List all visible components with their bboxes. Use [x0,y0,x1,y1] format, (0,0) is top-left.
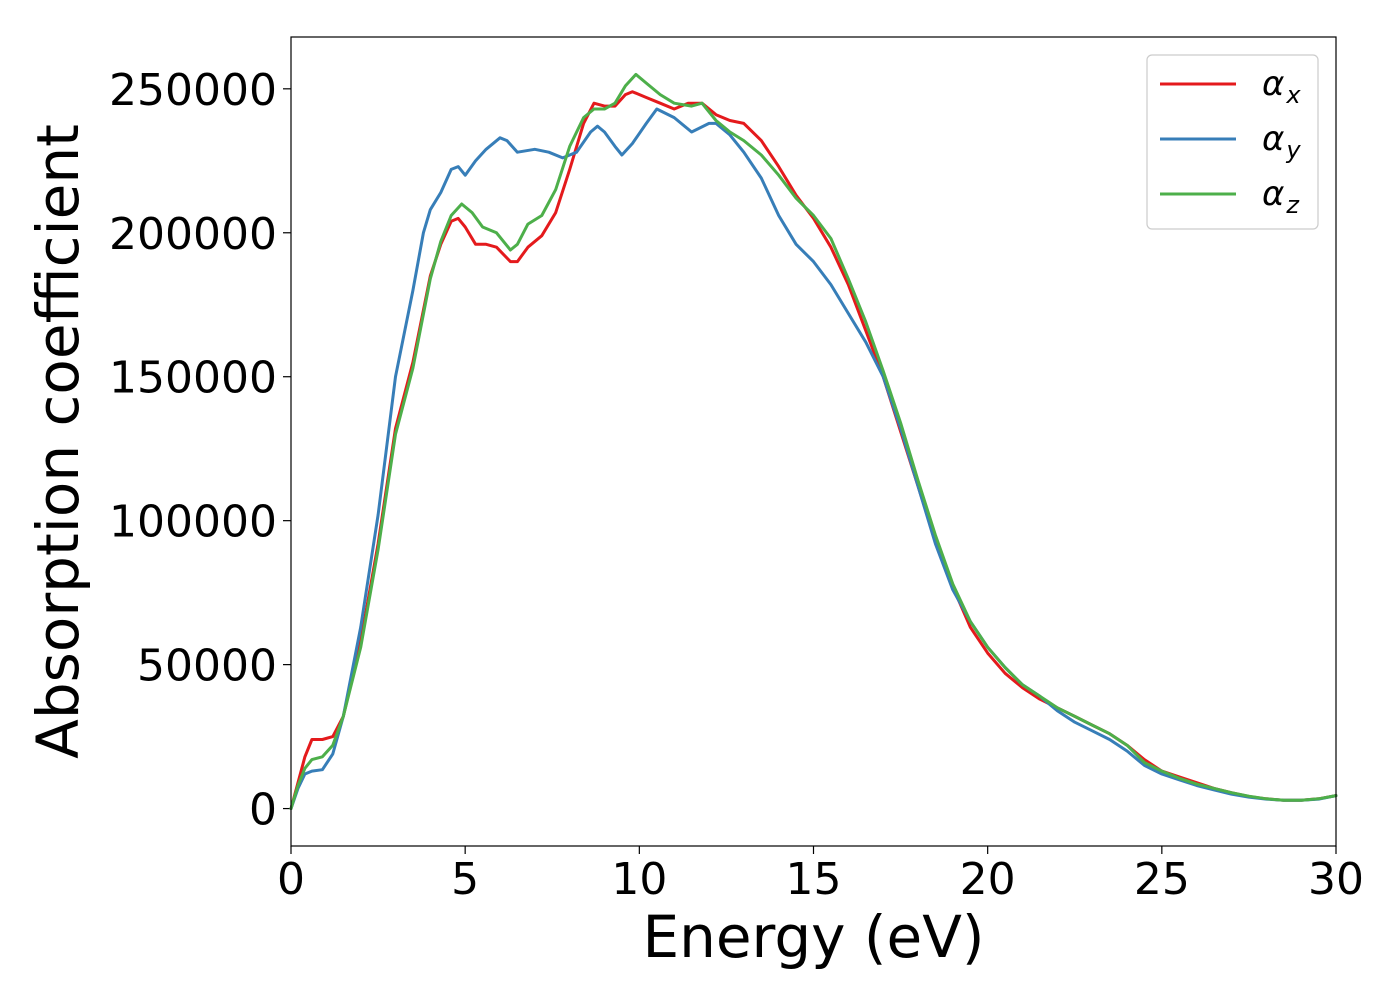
y-tick-label: 50000 [137,641,277,692]
legend-label-symbol: α [1262,174,1284,214]
x-axis-label: Energy (eV) [642,903,984,971]
legend-label-subscript: y [1285,136,1301,164]
legend-label-alpha-y: αy [1262,119,1301,164]
series-lines [289,72,1338,811]
x-tick-label: 25 [1134,854,1190,905]
y-tick-label: 100000 [109,497,277,548]
y-tick-label: 150000 [109,353,277,404]
legend-label-symbol: α [1262,119,1284,159]
x-tick-label: 20 [960,854,1016,905]
plot-frame [290,36,1337,847]
x-tick-label: 10 [611,854,667,905]
legend-label-alpha-x: αx [1262,64,1301,109]
legend-label-subscript: z [1285,191,1300,219]
y-tick-label: 250000 [109,65,277,116]
series-line-alpha-z [289,72,1338,811]
y-axis-label: Absorption coefficient [24,124,92,759]
x-tick-label: 5 [451,854,479,905]
x-axis-ticks: 0 5 10 15 20 25 30 [277,846,1364,905]
x-tick-label: 30 [1308,854,1364,905]
x-tick-label: 0 [277,854,305,905]
x-tick-label: 15 [786,854,842,905]
series-line-alpha-y [289,107,1338,811]
y-tick-label: 0 [249,785,277,836]
y-tick-label: 200000 [109,209,277,260]
legend-label-alpha-z: αz [1262,174,1300,219]
y-axis-ticks: 0 50000 100000 150000 200000 250000 [109,65,291,836]
legend-label-symbol: α [1262,64,1284,104]
legend-box [1146,54,1319,230]
legend-label-subscript: x [1285,81,1301,109]
